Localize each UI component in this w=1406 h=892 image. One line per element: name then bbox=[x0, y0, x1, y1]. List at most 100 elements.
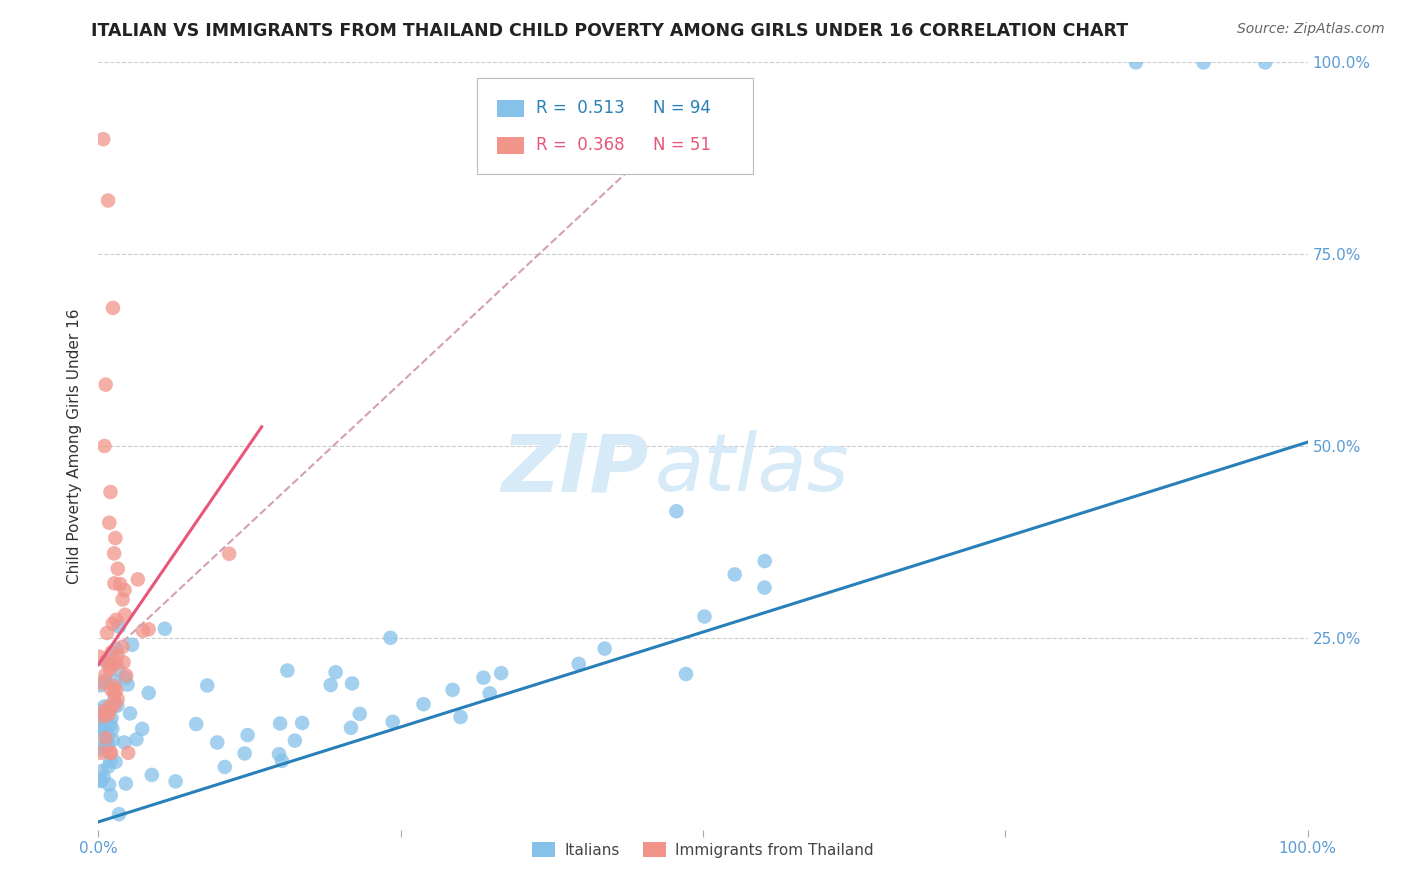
Point bbox=[97, 707, 120, 722]
Point bbox=[340, 676, 363, 690]
Point bbox=[97, 704, 120, 718]
Point bbox=[104, 698, 127, 712]
Point bbox=[214, 760, 236, 774]
Point bbox=[195, 678, 218, 692]
Point bbox=[104, 755, 127, 769]
Point bbox=[98, 746, 121, 760]
Point bbox=[107, 663, 129, 677]
Point bbox=[138, 686, 160, 700]
Point bbox=[675, 667, 697, 681]
Point bbox=[121, 638, 143, 652]
Point bbox=[97, 760, 120, 774]
Point bbox=[107, 692, 129, 706]
Point bbox=[96, 626, 118, 640]
Point bbox=[98, 516, 121, 530]
Point bbox=[90, 746, 112, 760]
Point bbox=[107, 562, 129, 576]
Point bbox=[94, 377, 117, 392]
Point bbox=[111, 592, 134, 607]
Point bbox=[693, 609, 716, 624]
Point bbox=[100, 711, 122, 725]
Point bbox=[754, 554, 776, 568]
Point bbox=[103, 687, 125, 701]
Point bbox=[132, 624, 155, 638]
Point bbox=[90, 764, 112, 779]
Point bbox=[593, 641, 616, 656]
Point bbox=[1192, 55, 1215, 70]
Point bbox=[97, 699, 120, 714]
Point bbox=[97, 738, 120, 752]
Point bbox=[108, 577, 131, 591]
Point bbox=[412, 697, 434, 711]
Point bbox=[131, 722, 153, 736]
Point bbox=[349, 706, 371, 721]
Point bbox=[91, 714, 114, 728]
Point bbox=[117, 677, 139, 691]
Point bbox=[100, 718, 122, 732]
Point bbox=[94, 667, 117, 681]
Point bbox=[105, 698, 128, 713]
Point bbox=[100, 658, 122, 673]
Point bbox=[319, 678, 342, 692]
Point bbox=[94, 731, 117, 745]
Point bbox=[125, 732, 148, 747]
Legend: Italians, Immigrants from Thailand: Italians, Immigrants from Thailand bbox=[526, 837, 880, 864]
Point bbox=[98, 754, 121, 768]
Point bbox=[450, 710, 472, 724]
Text: ITALIAN VS IMMIGRANTS FROM THAILAND CHILD POVERTY AMONG GIRLS UNDER 16 CORRELATI: ITALIAN VS IMMIGRANTS FROM THAILAND CHIL… bbox=[91, 22, 1129, 40]
Point bbox=[101, 722, 124, 736]
Point bbox=[105, 613, 128, 627]
Point bbox=[103, 693, 125, 707]
Point bbox=[96, 739, 118, 753]
Point bbox=[91, 727, 114, 741]
Point bbox=[724, 567, 747, 582]
Point bbox=[103, 679, 125, 693]
Text: ZIP: ZIP bbox=[501, 430, 648, 508]
Point bbox=[267, 747, 290, 761]
Bar bbox=[498, 136, 524, 153]
Point bbox=[104, 531, 127, 545]
Point bbox=[91, 132, 114, 146]
Point bbox=[184, 717, 207, 731]
Point bbox=[472, 671, 495, 685]
Point bbox=[93, 771, 115, 785]
Point bbox=[100, 746, 122, 760]
Point bbox=[218, 547, 240, 561]
Point bbox=[93, 699, 115, 714]
Point bbox=[105, 641, 128, 656]
Point bbox=[117, 746, 139, 760]
Point bbox=[108, 807, 131, 822]
Point bbox=[127, 573, 149, 587]
Point bbox=[94, 654, 117, 668]
Point bbox=[90, 678, 112, 692]
Point bbox=[138, 622, 160, 636]
Point bbox=[90, 704, 112, 718]
Point bbox=[90, 723, 112, 737]
Point bbox=[233, 747, 256, 761]
Point bbox=[114, 671, 136, 685]
Point bbox=[112, 735, 135, 749]
Point bbox=[276, 664, 298, 678]
Point bbox=[381, 714, 404, 729]
Point bbox=[93, 673, 115, 688]
Point bbox=[90, 708, 112, 723]
Point bbox=[284, 733, 307, 747]
Point bbox=[271, 754, 294, 768]
Point bbox=[103, 576, 125, 591]
Point bbox=[90, 774, 112, 789]
Point bbox=[90, 720, 112, 734]
Point bbox=[103, 546, 125, 560]
Point bbox=[97, 194, 120, 208]
Text: N = 94: N = 94 bbox=[654, 99, 711, 117]
Point bbox=[207, 735, 229, 749]
Point bbox=[665, 504, 688, 518]
Point bbox=[97, 729, 120, 743]
Point bbox=[93, 439, 115, 453]
Point bbox=[105, 683, 128, 698]
Point bbox=[101, 301, 124, 315]
Point bbox=[441, 682, 464, 697]
Point bbox=[489, 666, 512, 681]
Point bbox=[105, 657, 128, 671]
Point bbox=[236, 728, 259, 742]
Point bbox=[107, 648, 129, 662]
